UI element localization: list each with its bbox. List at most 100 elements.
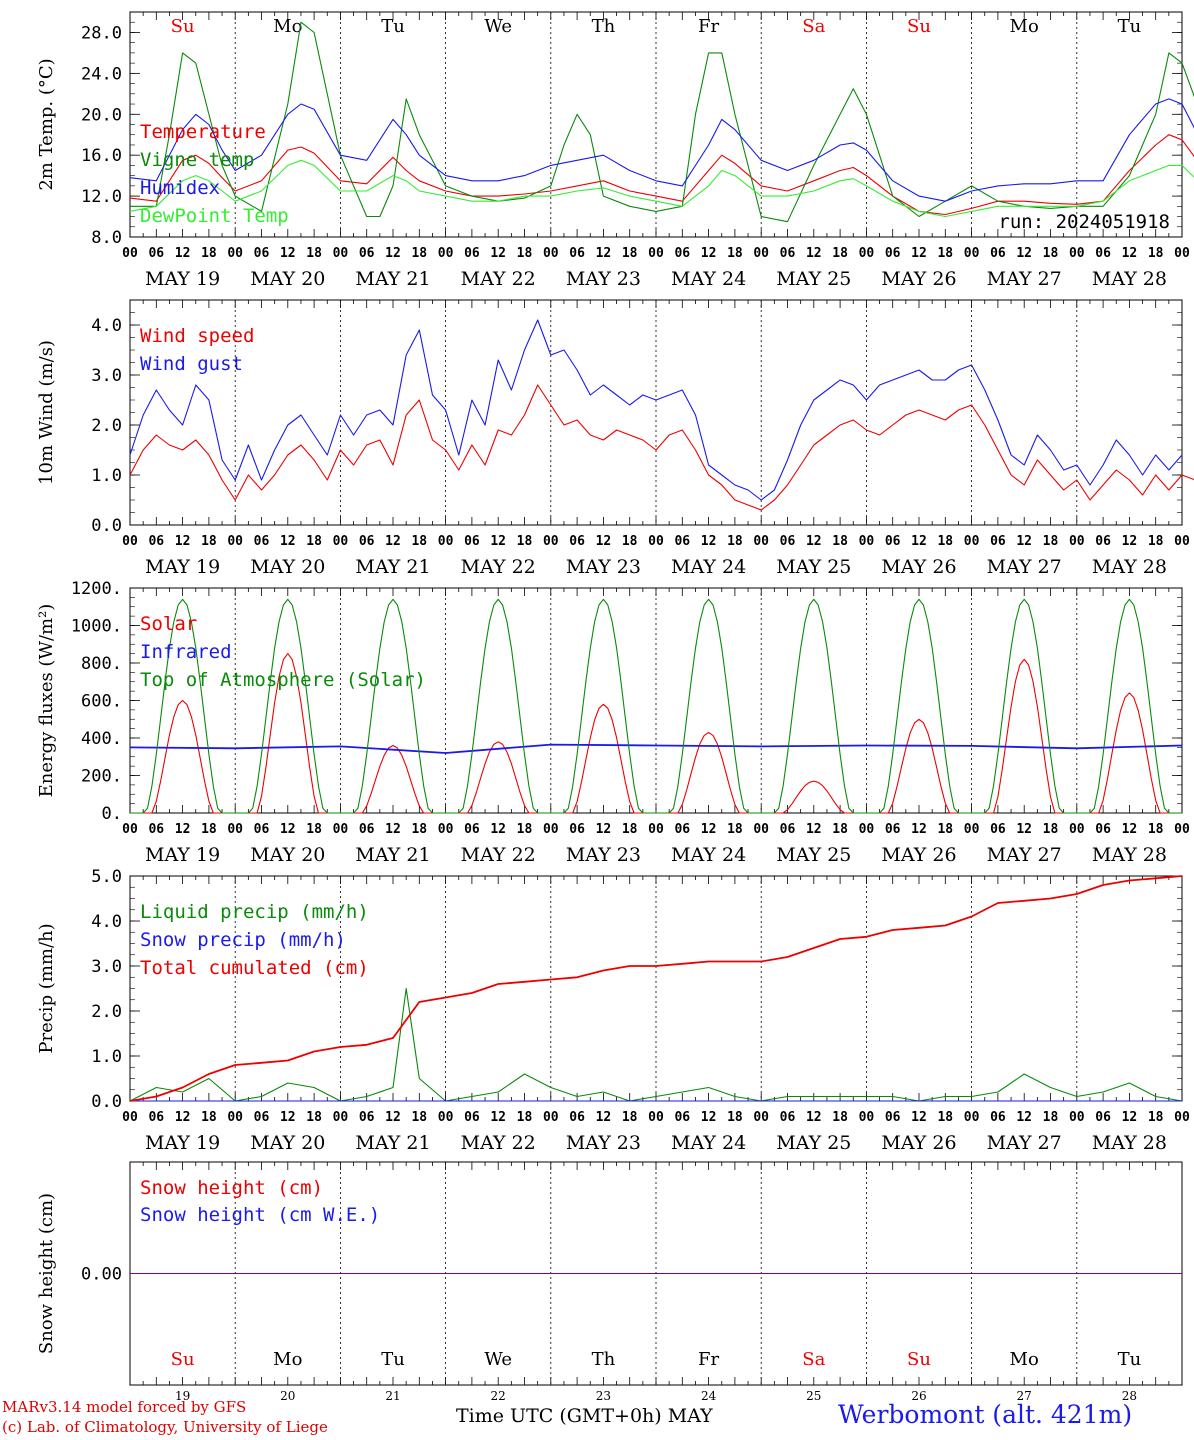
hour-tick-label: 12 [701,534,717,549]
legend-entry: Snow precip (mm/h) [140,929,346,951]
hour-tick-label: 06 [1095,1110,1111,1125]
weekday-label: Sa [802,16,825,37]
hour-tick-label: 06 [569,1110,585,1125]
hour-tick-label: 00 [438,1110,454,1125]
day-label: MAY 21 [355,844,430,866]
hour-tick-label: 06 [1095,246,1111,261]
hour-tick-label: 00 [333,822,349,837]
hour-tick-label: 00 [648,822,664,837]
hour-tick-label: 18 [937,822,953,837]
hour-tick-label: 06 [254,1110,270,1125]
legend-entry: Top of Atmosphere (Solar) [140,669,426,691]
hour-tick-label: 00 [227,822,243,837]
legend-entry: Wind speed [140,325,254,347]
y-tick-label: 20.0 [81,105,122,125]
day-label: MAY 22 [461,268,536,290]
day-number: 23 [596,1389,611,1403]
hour-tick-label: 00 [122,534,138,549]
hour-tick-label: 12 [1122,534,1138,549]
hour-tick-label: 06 [464,534,480,549]
hour-tick-label: 12 [280,1110,296,1125]
hour-tick-label: 06 [359,534,375,549]
hour-tick-label: 06 [359,822,375,837]
hour-tick-label: 12 [596,1110,612,1125]
hour-tick-label: 12 [806,246,822,261]
weekday-label: Fr [698,16,719,37]
hour-tick-label: 12 [701,822,717,837]
weekday-label: Tu [381,1349,405,1370]
hour-tick-label: 18 [411,1110,427,1125]
y-tick-label: 28.0 [81,23,122,43]
hour-tick-label: 18 [727,822,743,837]
hour-tick-label: 00 [1069,246,1085,261]
panel-5: 0.00 Snow height (cm) Su Mo Tu We Th Fr Sa Su Mo Tu… [36,1161,1183,1403]
day-label: MAY 22 [461,1132,536,1154]
series-line-total-cumulated-cm- [129,875,1183,1102]
hour-tick-label: 12 [385,246,401,261]
hour-tick-label: 06 [1095,822,1111,837]
series-line-temperature [129,134,1194,216]
hour-tick-label: 18 [622,534,638,549]
hour-tick-label: 18 [937,246,953,261]
legend-entry: Snow height (cm) [140,1177,323,1199]
day-label: MAY 28 [1092,1132,1167,1154]
day-label: MAY 27 [987,268,1062,290]
hour-tick-label: 12 [280,534,296,549]
hour-tick-label: 18 [622,822,638,837]
hour-tick-label: 00 [543,1110,559,1125]
day-label: MAY 23 [566,1132,641,1154]
hour-tick-label: 12 [911,246,927,261]
hour-tick-label: 18 [306,534,322,549]
hour-tick-label: 12 [911,534,927,549]
day-label: MAY 20 [250,268,325,290]
series-line-humidex [129,98,1194,202]
hour-tick-label: 18 [727,246,743,261]
hour-tick-label: 18 [1043,1110,1059,1125]
day-label: MAY 19 [145,1132,220,1154]
weekday-label: Mo [273,16,302,37]
hour-tick-label: 00 [333,246,349,261]
y-axis-title: 10m Wind (m/s) [36,340,57,485]
hour-tick-label: 12 [806,822,822,837]
weekday-label: Tu [381,16,405,37]
hour-tick-label: 12 [490,822,506,837]
day-label: MAY 21 [355,556,430,578]
copyright-note: (c) Lab. of Climatology, University of L… [2,1418,328,1436]
day-label: MAY 24 [671,1132,746,1154]
hour-tick-label: 06 [359,1110,375,1125]
day-label: MAY 28 [1092,268,1167,290]
day-label: MAY 26 [881,556,956,578]
hour-tick-label: 12 [701,1110,717,1125]
y-tick-label: 1200. [71,579,122,599]
series-line-dewpoint-temp [129,159,1194,218]
hour-tick-label: 12 [911,822,927,837]
hour-tick-label: 06 [569,246,585,261]
hour-tick-label: 12 [1122,246,1138,261]
day-label: MAY 25 [776,556,851,578]
y-tick-label: 1.0 [91,466,122,486]
series-line-wind-speed [129,384,1194,511]
hour-tick-label: 18 [306,246,322,261]
hour-tick-label: 00 [1069,822,1085,837]
hour-tick-label: 00 [1174,1110,1190,1125]
weekday-label: Th [592,1349,616,1370]
y-tick-label: 400. [81,729,122,749]
hour-tick-label: 06 [148,1110,164,1125]
y-axis-title: Precip (mm/h) [36,923,57,1053]
hour-tick-label: 12 [1016,534,1032,549]
y-tick-label: 16.0 [81,146,122,166]
day-label: MAY 23 [566,844,641,866]
hour-tick-label: 12 [280,246,296,261]
hour-tick-label: 00 [1069,1110,1085,1125]
hour-tick-label: 18 [937,534,953,549]
hour-tick-label: 12 [385,822,401,837]
legend-entry: Humidex [140,177,220,199]
y-tick-label: 3.0 [91,957,122,977]
hour-tick-label: 12 [596,534,612,549]
day-number: 28 [1122,1389,1137,1403]
hour-tick-label: 12 [701,246,717,261]
hour-tick-label: 00 [227,246,243,261]
hour-tick-label: 00 [122,246,138,261]
y-axis-title: 2m Temp. (°C) [36,58,57,190]
hour-tick-label: 18 [517,534,533,549]
